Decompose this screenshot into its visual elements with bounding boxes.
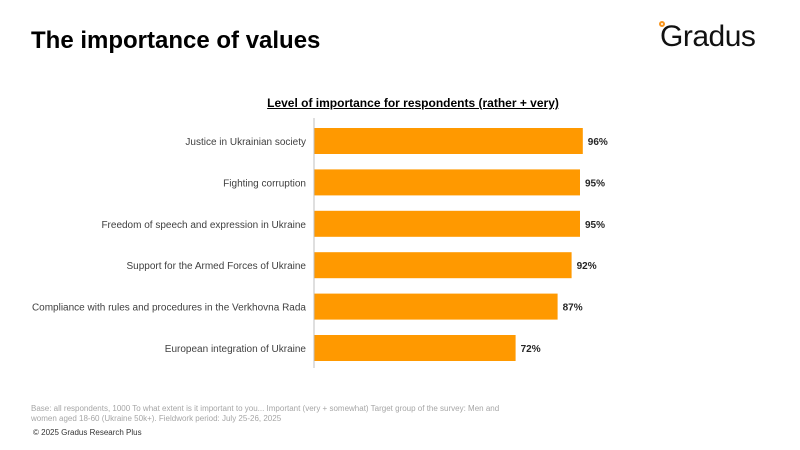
footnote-base: Base: all respondents, 1000 To what exte… — [31, 404, 500, 423]
data-label: 96% — [588, 137, 608, 148]
data-label: 87% — [563, 303, 583, 314]
data-label: 92% — [577, 261, 597, 272]
bar — [314, 169, 580, 196]
bar — [314, 293, 558, 320]
gradus-logo: Gradus — [660, 20, 756, 53]
category-label: Support for the Armed Forces of Ukraine — [126, 261, 306, 272]
category-label: Freedom of speech and expression in Ukra… — [101, 220, 306, 231]
data-label: 95% — [585, 178, 605, 189]
copyright: © 2025 Gradus Research Plus — [33, 428, 142, 437]
category-label: European integration of Ukraine — [165, 344, 307, 355]
category-label: Compliance with rules and procedures in … — [32, 303, 306, 314]
category-label: Justice in Ukrainian society — [185, 137, 306, 148]
data-label: 95% — [585, 220, 605, 231]
data-label: 72% — [521, 344, 541, 355]
chart-title: Level of importance for respondents (rat… — [267, 96, 559, 110]
bar — [314, 210, 580, 237]
bar — [314, 335, 516, 361]
logo-dot-icon — [659, 21, 665, 27]
bar — [314, 128, 583, 154]
category-label: Fighting corruption — [223, 178, 306, 189]
bar — [314, 252, 572, 279]
page-title: The importance of values — [31, 27, 321, 54]
